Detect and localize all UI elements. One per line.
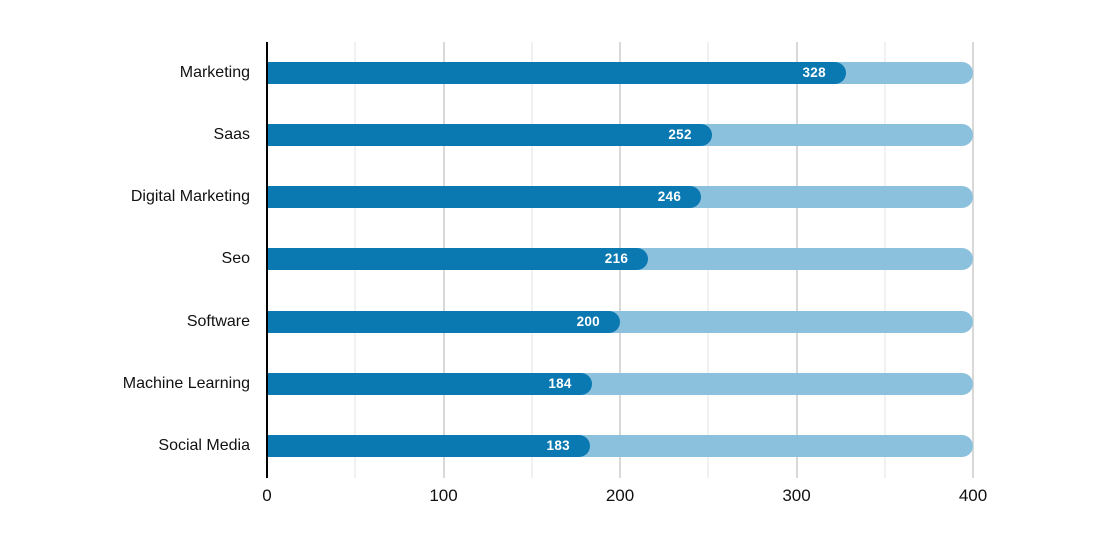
bar: 184: [268, 372, 592, 395]
x-tick-label: 0: [262, 486, 272, 505]
bar-value-label: 246: [657, 189, 682, 205]
x-tick-label: 300: [782, 486, 811, 505]
bar: 246: [268, 186, 702, 209]
bar: 328: [268, 62, 846, 85]
bar-row: Marketing 328: [0, 42, 1100, 104]
bar: 252: [268, 124, 712, 147]
bar-row: Machine Learning 184: [0, 353, 1100, 415]
bar-value-label: 184: [548, 375, 572, 391]
category-label: Digital Marketing: [130, 188, 250, 206]
bar-value-label: 216: [604, 251, 629, 267]
bar-value-label: 252: [668, 127, 692, 143]
bar-value-label: 200: [576, 313, 600, 329]
bar-value-label: 183: [546, 437, 570, 453]
bar-value-label: 328: [802, 65, 826, 81]
y-axis-baseline: [266, 42, 268, 478]
bar: 216: [268, 248, 649, 271]
bar-row: Digital Marketing 246: [0, 166, 1100, 228]
x-tick-label: 100: [429, 486, 458, 505]
category-label: Machine Learning: [122, 374, 250, 392]
category-label: Marketing: [179, 64, 250, 81]
category-label: Seo: [221, 250, 250, 268]
major-gridline: [972, 42, 974, 478]
category-label: Social Media: [158, 436, 250, 454]
x-tick-label: 400: [958, 486, 988, 505]
bar: 200: [268, 310, 620, 333]
bar-row: Software 200: [0, 291, 1100, 353]
bar-row: Saas 252: [0, 104, 1100, 166]
bar: 183: [268, 434, 590, 457]
bar-row: Seo 216: [0, 228, 1100, 290]
category-label: Software: [186, 312, 250, 330]
bar-row: Social Media 183: [0, 415, 1100, 477]
x-tick-label: 200: [605, 486, 635, 505]
category-label: Saas: [213, 126, 250, 144]
